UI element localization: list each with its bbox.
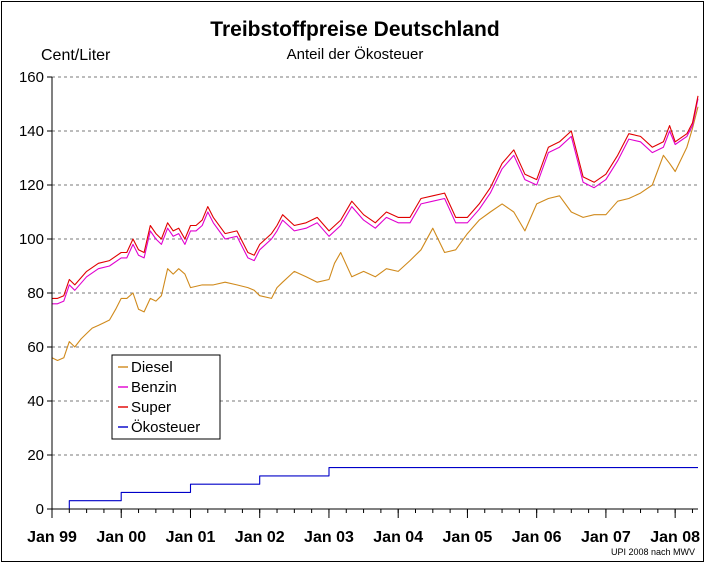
x-tick-label: Jan 06 — [512, 529, 562, 546]
y-tick-label: 60 — [27, 339, 44, 356]
series-line-diesel — [51, 106, 699, 362]
x-tick-label: Jan 03 — [304, 529, 354, 546]
y-tick-label: 120 — [19, 177, 44, 194]
chart-subtitle: Anteil der Ökosteuer — [287, 45, 424, 63]
y-tick-label: 140 — [19, 123, 44, 140]
legend-label: Diesel — [131, 359, 173, 376]
y-tick-label: 40 — [27, 393, 44, 410]
legend-label: Benzin — [131, 379, 177, 396]
y-tick-label: 160 — [19, 69, 44, 86]
legend-box — [111, 354, 221, 440]
x-tick-label: Jan 01 — [166, 529, 216, 546]
axes — [51, 77, 698, 510]
x-tick-label: Jan 05 — [443, 529, 493, 546]
x-tick-label: Jan 07 — [581, 529, 631, 546]
x-tick-label: Jan 02 — [235, 529, 285, 546]
y-axis-ticks: 0 20 40 60 80 100 120 140 160 — [19, 69, 52, 518]
series-line-oekosteuer — [68, 467, 698, 509]
x-tick-label: Jan 08 — [650, 529, 700, 546]
y-tick-label: 100 — [19, 231, 44, 248]
source-note: UPI 2008 nach MWV — [611, 547, 695, 557]
legend: Diesel Benzin Super Ökosteuer — [111, 354, 221, 440]
x-tick-label: Jan 00 — [96, 529, 146, 546]
series-lines — [51, 95, 699, 509]
x-tick-label: Jan 99 — [27, 529, 77, 546]
chart-title: Treibstoffpreise Deutschland — [210, 18, 499, 41]
x-tick-label: Jan 04 — [373, 529, 423, 546]
y-tick-label: 80 — [27, 285, 44, 302]
legend-label: Super — [131, 399, 171, 416]
series-line-benzin — [52, 98, 699, 305]
legend-label: Ökosteuer — [131, 418, 200, 436]
series-line-super — [52, 95, 699, 299]
x-axis-ticks: Jan 99 Jan 00 Jan 01 Jan 02 Jan 03 Jan 04 Jan … — [27, 509, 700, 546]
y-axis-unit: Cent/Liter — [41, 47, 111, 64]
y-tick-label: 0 — [36, 501, 44, 518]
y-tick-label: 20 — [27, 447, 44, 464]
